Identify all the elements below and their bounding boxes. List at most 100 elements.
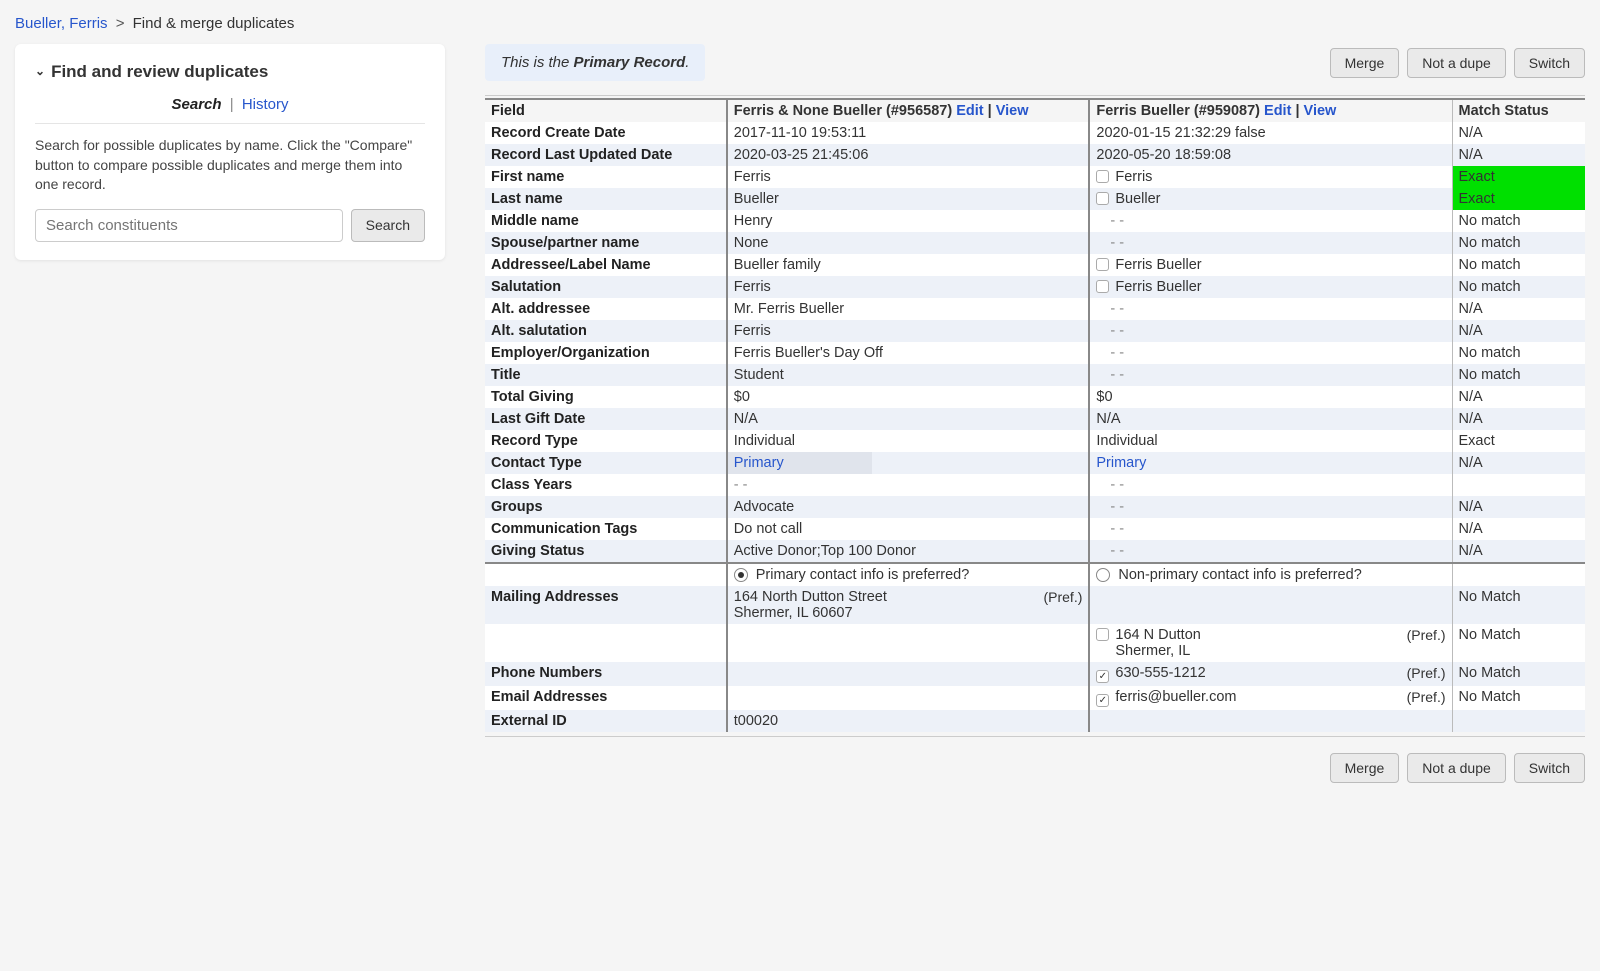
rec2-view-link[interactable]: View [1304,103,1337,119]
match-status: No match [1452,232,1585,254]
rec2-value: Ferris [1089,166,1452,188]
field-label: Record Type [485,430,727,452]
cell-checkbox[interactable] [1096,280,1109,293]
rec2-edit-link[interactable]: Edit [1264,103,1291,119]
rec1-value: t00020 [727,710,1090,732]
tab-search[interactable]: Search [172,96,222,113]
radio-primary[interactable] [734,568,748,582]
match-status [1452,710,1585,732]
cell-checkbox[interactable] [1096,694,1109,707]
field-label: Communication Tags [485,518,727,540]
header-rec1: Ferris & None Bueller (#956587) Edit | V… [727,99,1090,122]
field-label: Last name [485,188,727,210]
cell-checkbox[interactable] [1096,670,1109,683]
cell-checkbox[interactable] [1096,628,1109,641]
rec1-value: 2020-03-25 21:45:06 [727,144,1090,166]
match-status: N/A [1452,144,1585,166]
field-label: Employer/Organization [485,342,727,364]
rec2-value: - - [1089,320,1452,342]
merge-button-bottom[interactable]: Merge [1330,753,1400,783]
match-status: No Match [1452,686,1585,710]
chevron-down-icon: ⌄ [35,64,45,78]
breadcrumb-current: Find & merge duplicates [133,15,295,32]
panel-heading[interactable]: ⌄ Find and review duplicates [35,62,425,82]
rec1-value: Primary [727,452,1090,474]
not-dupe-button[interactable]: Not a dupe [1407,48,1506,78]
compare-row: Last name Bueller Bueller Exact [485,188,1585,210]
rec1-value: - - [727,474,1090,496]
panel-heading-text: Find and review duplicates [51,62,268,82]
contact-row: (Pref.)164 N DuttonShermer, IL No Match [485,624,1585,662]
compare-row: Addressee/Label Name Bueller family Ferr… [485,254,1585,276]
match-status: N/A [1452,452,1585,474]
compare-row: Total Giving $0 $0 N/A [485,386,1585,408]
rec1-edit-link[interactable]: Edit [956,103,983,119]
rec1-value: Ferris [727,320,1090,342]
match-status: No match [1452,210,1585,232]
field-label: Email Addresses [485,686,727,710]
cell-checkbox[interactable] [1096,258,1109,271]
compare-row: Title Student - - No match [485,364,1585,386]
rec2-value: - - [1089,496,1452,518]
match-status: No match [1452,276,1585,298]
rec2-value: (Pref.)164 N DuttonShermer, IL [1089,624,1452,662]
radio-nonprimary[interactable] [1096,568,1110,582]
header-status: Match Status [1452,99,1585,122]
rec2-value: - - [1089,210,1452,232]
compare-table: Field Ferris & None Bueller (#956587) Ed… [485,98,1585,732]
radio-nonprimary-cell[interactable]: Non-primary contact info is preferred? [1089,563,1452,586]
rec1-value: $0 [727,386,1090,408]
rec1-value: Ferris [727,276,1090,298]
pref-label: (Pref.) [1407,627,1446,643]
compare-row: Groups Advocate - - N/A [485,496,1585,518]
not-dupe-button-bottom[interactable]: Not a dupe [1407,753,1506,783]
compare-row: Alt. addressee Mr. Ferris Bueller - - N/… [485,298,1585,320]
pref-label: (Pref.) [1407,665,1446,681]
rec1-view-link[interactable]: View [996,103,1029,119]
compare-row: Record Type Individual Individual Exact [485,430,1585,452]
breadcrumb-link[interactable]: Bueller, Ferris [15,15,108,32]
rec1-value [727,662,1090,686]
rec1-value [727,624,1090,662]
field-label: Alt. salutation [485,320,727,342]
compare-row: Communication Tags Do not call - - N/A [485,518,1585,540]
tab-row: Search | History [35,96,425,113]
match-status: N/A [1452,540,1585,563]
rec2-value [1089,586,1452,624]
contact-pref-row: Primary contact info is preferred? Non-p… [485,563,1585,586]
match-status: No match [1452,342,1585,364]
cell-checkbox[interactable] [1096,192,1109,205]
tab-history[interactable]: History [242,96,289,113]
match-status: Exact [1452,166,1585,188]
cell-checkbox[interactable] [1096,170,1109,183]
rec2-value: (Pref.)630-555-1212 [1089,662,1452,686]
rec2-value: Ferris Bueller [1089,276,1452,298]
rec2-value: - - [1089,298,1452,320]
rec2-value: Individual [1089,430,1452,452]
match-status: No match [1452,364,1585,386]
field-label: Phone Numbers [485,662,727,686]
rec1-value: Bueller family [727,254,1090,276]
field-label: Alt. addressee [485,298,727,320]
search-button[interactable]: Search [351,209,425,242]
radio-primary-cell[interactable]: Primary contact info is preferred? [727,563,1090,586]
rec1-value: 2017-11-10 19:53:11 [727,122,1090,144]
rec2-value: (Pref.)ferris@bueller.com [1089,686,1452,710]
rec2-value: 2020-01-15 21:32:29 false [1089,122,1452,144]
bottom-button-group: Merge Not a dupe Switch [1330,753,1585,783]
rec2-value: Primary [1089,452,1452,474]
search-input[interactable] [35,209,343,242]
field-label: Contact Type [485,452,727,474]
match-status: No Match [1452,662,1585,686]
compare-row: Giving Status Active Donor;Top 100 Donor… [485,540,1585,563]
compare-row: Middle name Henry - - No match [485,210,1585,232]
match-status: N/A [1452,496,1585,518]
switch-button-bottom[interactable]: Switch [1514,753,1585,783]
compare-row: Record Create Date 2017-11-10 19:53:11 2… [485,122,1585,144]
field-label: Record Create Date [485,122,727,144]
rec1-value: (Pref.)164 North Dutton StreetShermer, I… [727,586,1090,624]
field-label: Salutation [485,276,727,298]
merge-button[interactable]: Merge [1330,48,1400,78]
switch-button[interactable]: Switch [1514,48,1585,78]
rec1-value: Advocate [727,496,1090,518]
